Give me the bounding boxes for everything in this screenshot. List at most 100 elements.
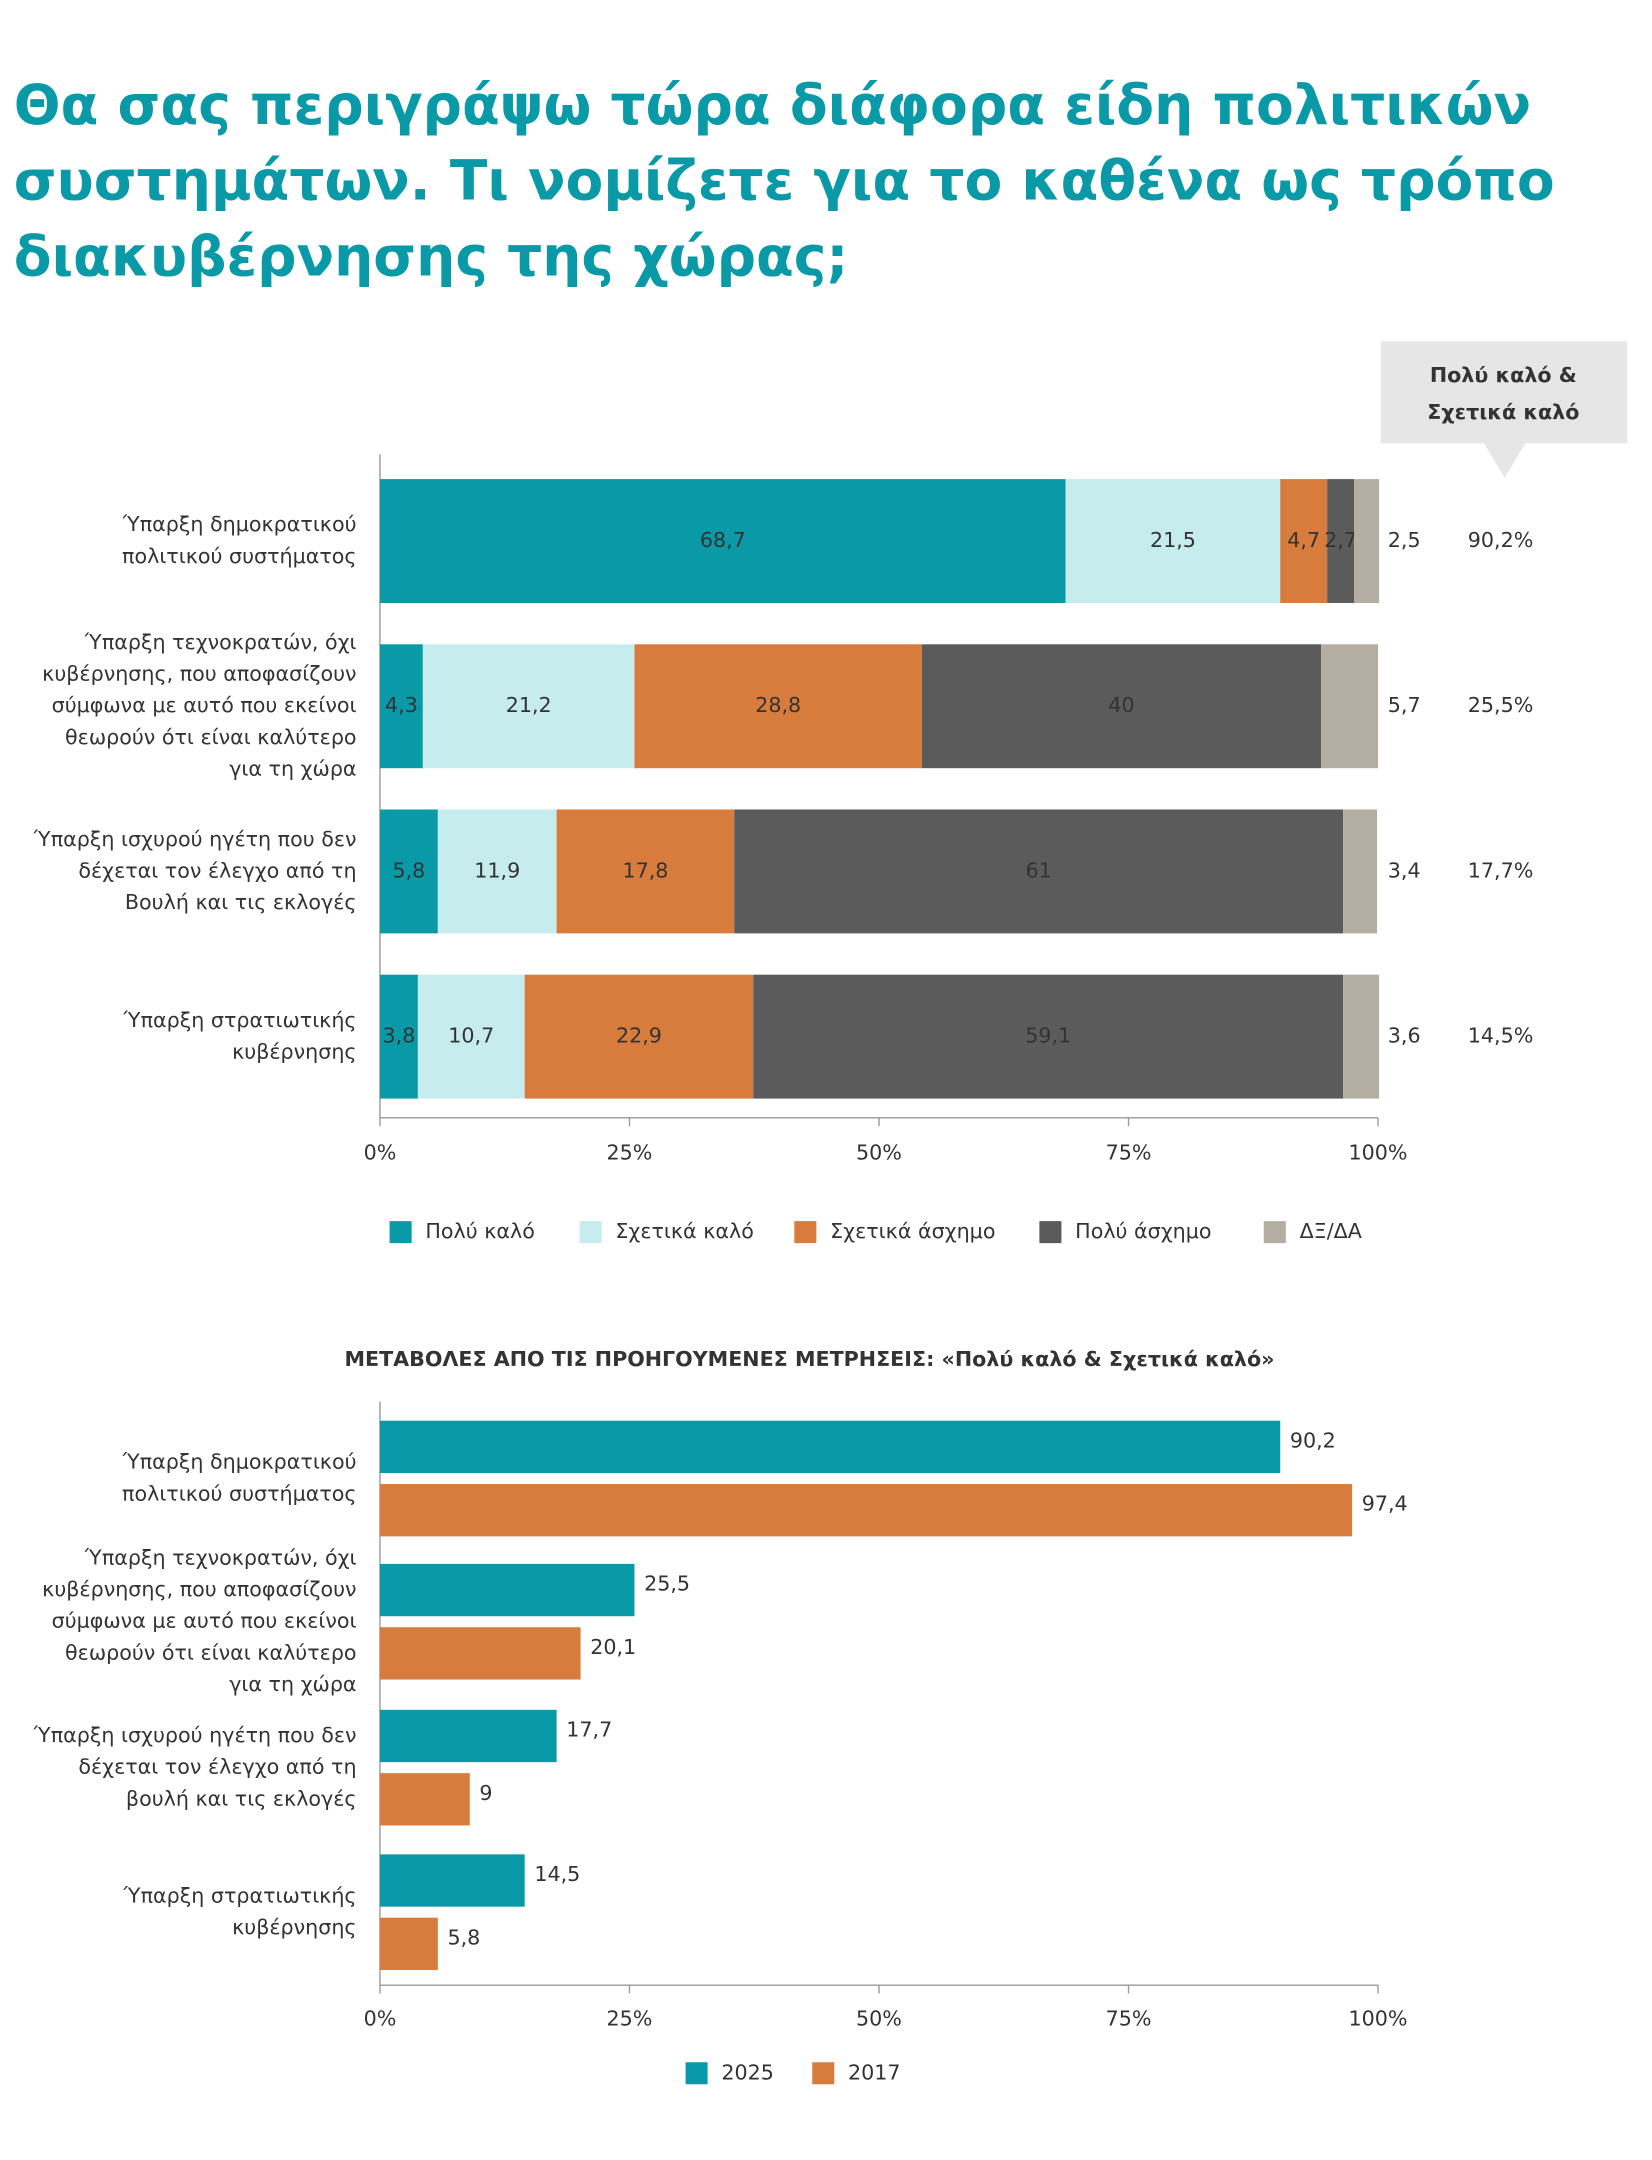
x-tick-label: 25%: [607, 1141, 653, 1165]
value-label: 40: [1108, 693, 1134, 717]
legend-label: Πολύ καλό: [425, 1219, 534, 1243]
bar: [379, 1420, 1281, 1474]
bar-segment: [417, 974, 525, 1099]
bar-segment: [379, 644, 423, 769]
bar: [379, 1854, 525, 1907]
category-label: Ύπαρξη δημοκρατικού: [122, 1450, 357, 1474]
bar: [379, 1773, 470, 1826]
x-tick-label: 100%: [1349, 2007, 1408, 2031]
bar-segment: [1354, 479, 1380, 603]
x-tick-label: 0%: [364, 2007, 397, 2031]
bar-segment: [524, 974, 754, 1099]
category-label: κυβέρνησης, που αποφασίζουν: [42, 1577, 356, 1601]
value-label: 61: [1026, 858, 1052, 882]
totals-pointer: [1484, 443, 1526, 478]
x-tick-label: 100%: [1349, 1141, 1408, 1165]
category-label: βουλή και τις εκλογές: [126, 1786, 357, 1810]
category-label: Ύπαρξη στρατιωτικής: [123, 1008, 357, 1032]
category-label: πολιτικού συστήματος: [122, 1481, 357, 1505]
value-label: 90,2: [1290, 1428, 1336, 1452]
page-title: διακυβέρνησης της χώρας;: [14, 224, 849, 288]
x-tick-label: 75%: [1106, 1141, 1152, 1165]
value-label: 3,4: [1388, 858, 1421, 882]
legend-swatch: [389, 1221, 412, 1244]
value-label: 25,5: [644, 1572, 690, 1596]
totals-header: Πολύ καλό &: [1430, 363, 1577, 387]
x-tick-label: 50%: [856, 2007, 902, 2031]
value-label: 4,7: [1287, 528, 1320, 552]
page-title: συστημάτων. Τι νομίζετε για το καθένα ως…: [14, 149, 1555, 213]
category-label: κυβέρνησης: [232, 1039, 356, 1063]
category-label: κυβέρνησης: [232, 1915, 356, 1939]
bar-segment: [1280, 479, 1328, 603]
legend-swatch: [1039, 1221, 1062, 1244]
category-label: δέχεται τον έλεγχο από τη: [78, 1755, 356, 1779]
value-label: 5,8: [447, 1925, 480, 1949]
value-label: 2,7: [1324, 528, 1357, 552]
value-label: 2,5: [1388, 528, 1421, 552]
value-label: 14,5: [534, 1862, 580, 1886]
value-label: 97,4: [1362, 1492, 1408, 1516]
category-label: Ύπαρξη τεχνοκρατών, όχι: [84, 630, 357, 654]
page-title: Θα σας περιγράψω τώρα διάφορα είδη πολιτ…: [14, 73, 1531, 137]
category-label: θεωρούν ότι είναι καλύτερο: [65, 1640, 357, 1664]
legend-label: ΔΞ/ΔΑ: [1300, 1219, 1362, 1243]
category-label: δέχεται τον έλεγχο από τη: [78, 858, 356, 882]
bar: [379, 1627, 581, 1680]
value-label: 3,6: [1388, 1024, 1421, 1048]
bar-segment: [1343, 809, 1378, 934]
totals-box: [1380, 341, 1628, 444]
x-tick-label: 50%: [856, 1141, 902, 1165]
legend-label: Σχετικά άσχημο: [830, 1219, 995, 1243]
total-label: 25,5%: [1468, 693, 1534, 717]
value-label: 3,8: [383, 1024, 416, 1048]
category-label: για τη χώρα: [229, 1672, 356, 1696]
legend-swatch: [579, 1221, 602, 1244]
total-label: 17,7%: [1468, 858, 1534, 882]
value-label: 4,3: [385, 693, 418, 717]
total-label: 14,5%: [1468, 1024, 1534, 1048]
bar-segment: [634, 644, 922, 769]
bar-segment: [1065, 479, 1281, 603]
value-label: 17,8: [622, 858, 668, 882]
value-label: 21,2: [506, 693, 552, 717]
bar-segment: [437, 809, 557, 934]
category-label: για τη χώρα: [229, 757, 356, 781]
bar-segment: [379, 479, 1066, 603]
bar: [379, 1484, 1353, 1537]
category-label: Ύπαρξη στρατιωτικής: [123, 1883, 357, 1907]
category-label: Ύπαρξη δημοκρατικού: [122, 512, 357, 536]
value-label: 28,8: [755, 693, 801, 717]
x-tick-label: 25%: [607, 2007, 653, 2031]
chart-title: ΜΕΤΑΒΟΛΕΣ ΑΠΟ ΤΙΣ ΠΡΟΗΓΟΥΜΕΝΕΣ ΜΕΤΡΗΣΕΙΣ…: [344, 1347, 1274, 1371]
bar-segment: [734, 809, 1344, 934]
legend-swatch: [685, 2062, 708, 2085]
total-label: 90,2%: [1468, 528, 1534, 552]
x-tick-label: 0%: [364, 1141, 397, 1165]
bar-segment: [1327, 479, 1355, 603]
value-label: 9: [479, 1781, 492, 1805]
bar-segment: [556, 809, 735, 934]
legend-swatch: [1263, 1221, 1286, 1244]
legend-label: Πολύ άσχημο: [1075, 1219, 1211, 1243]
bar: [379, 1709, 557, 1763]
value-label: 10,7: [448, 1024, 494, 1048]
bar-segment: [379, 809, 438, 934]
legend-swatch: [794, 1221, 817, 1244]
category-label: σύμφωνα με αυτό που εκείνοι: [52, 693, 357, 717]
totals-header: Σχετικά καλό: [1427, 400, 1579, 424]
value-label: 17,7: [566, 1717, 612, 1741]
value-label: 5,7: [1388, 693, 1421, 717]
category-label: Βουλή και τις εκλογές: [125, 890, 357, 914]
x-tick-label: 75%: [1106, 2007, 1152, 2031]
value-label: 5,8: [392, 858, 425, 882]
category-label: θεωρούν ότι είναι καλύτερο: [65, 725, 357, 749]
value-label: 20,1: [590, 1635, 636, 1659]
bar-segment: [753, 974, 1344, 1099]
bar: [379, 1563, 635, 1617]
bar-segment: [1321, 644, 1379, 769]
legend-label: 2017: [848, 2060, 901, 2084]
bar-segment: [1343, 974, 1380, 1099]
